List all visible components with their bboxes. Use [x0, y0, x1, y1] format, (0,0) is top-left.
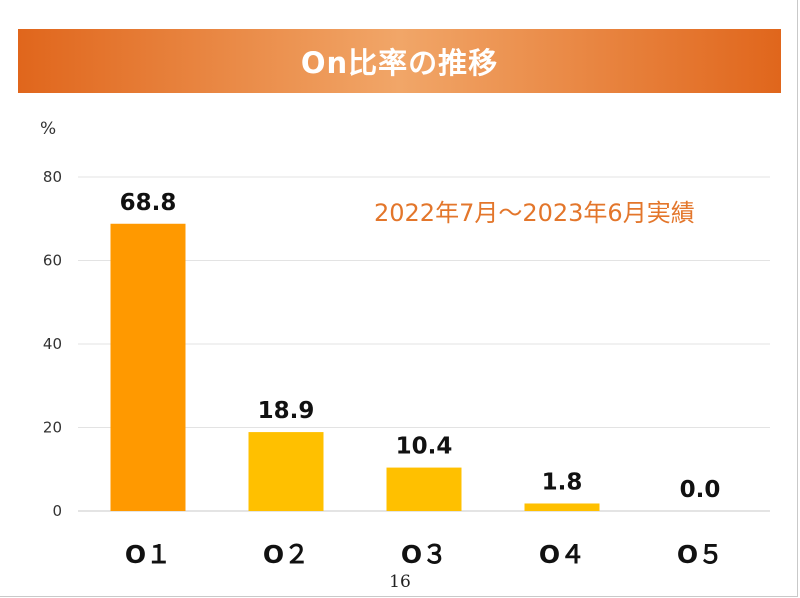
page-number: 16 [389, 572, 411, 592]
period-note: 2022年7月～2023年6月実績 [374, 199, 695, 227]
x-tick-label: O４ [539, 540, 585, 569]
data-label: 10.4 [396, 434, 453, 460]
y-tick-label: 20 [43, 419, 62, 437]
x-tick-label: O５ [677, 540, 723, 569]
y-tick-label: 0 [52, 502, 62, 520]
x-tick-label: O１ [125, 540, 171, 569]
x-tick-label: O２ [263, 540, 309, 569]
y-axis-label: % [40, 119, 56, 139]
slide-title: On比率の推移 [300, 46, 499, 80]
title-bar: On比率の推移 [18, 29, 781, 93]
y-tick-label: 80 [43, 168, 62, 186]
bar-3 [386, 467, 462, 511]
bar-4 [524, 503, 600, 511]
data-label: 18.9 [258, 398, 315, 424]
bar-2 [248, 432, 324, 511]
y-tick-label: 40 [43, 335, 62, 353]
data-label: 68.8 [120, 190, 177, 216]
data-label: 1.8 [542, 469, 583, 495]
data-label: 0.0 [680, 477, 721, 503]
bar-1 [110, 223, 186, 511]
y-tick-label: 60 [43, 252, 62, 270]
x-tick-label: O３ [401, 540, 447, 569]
